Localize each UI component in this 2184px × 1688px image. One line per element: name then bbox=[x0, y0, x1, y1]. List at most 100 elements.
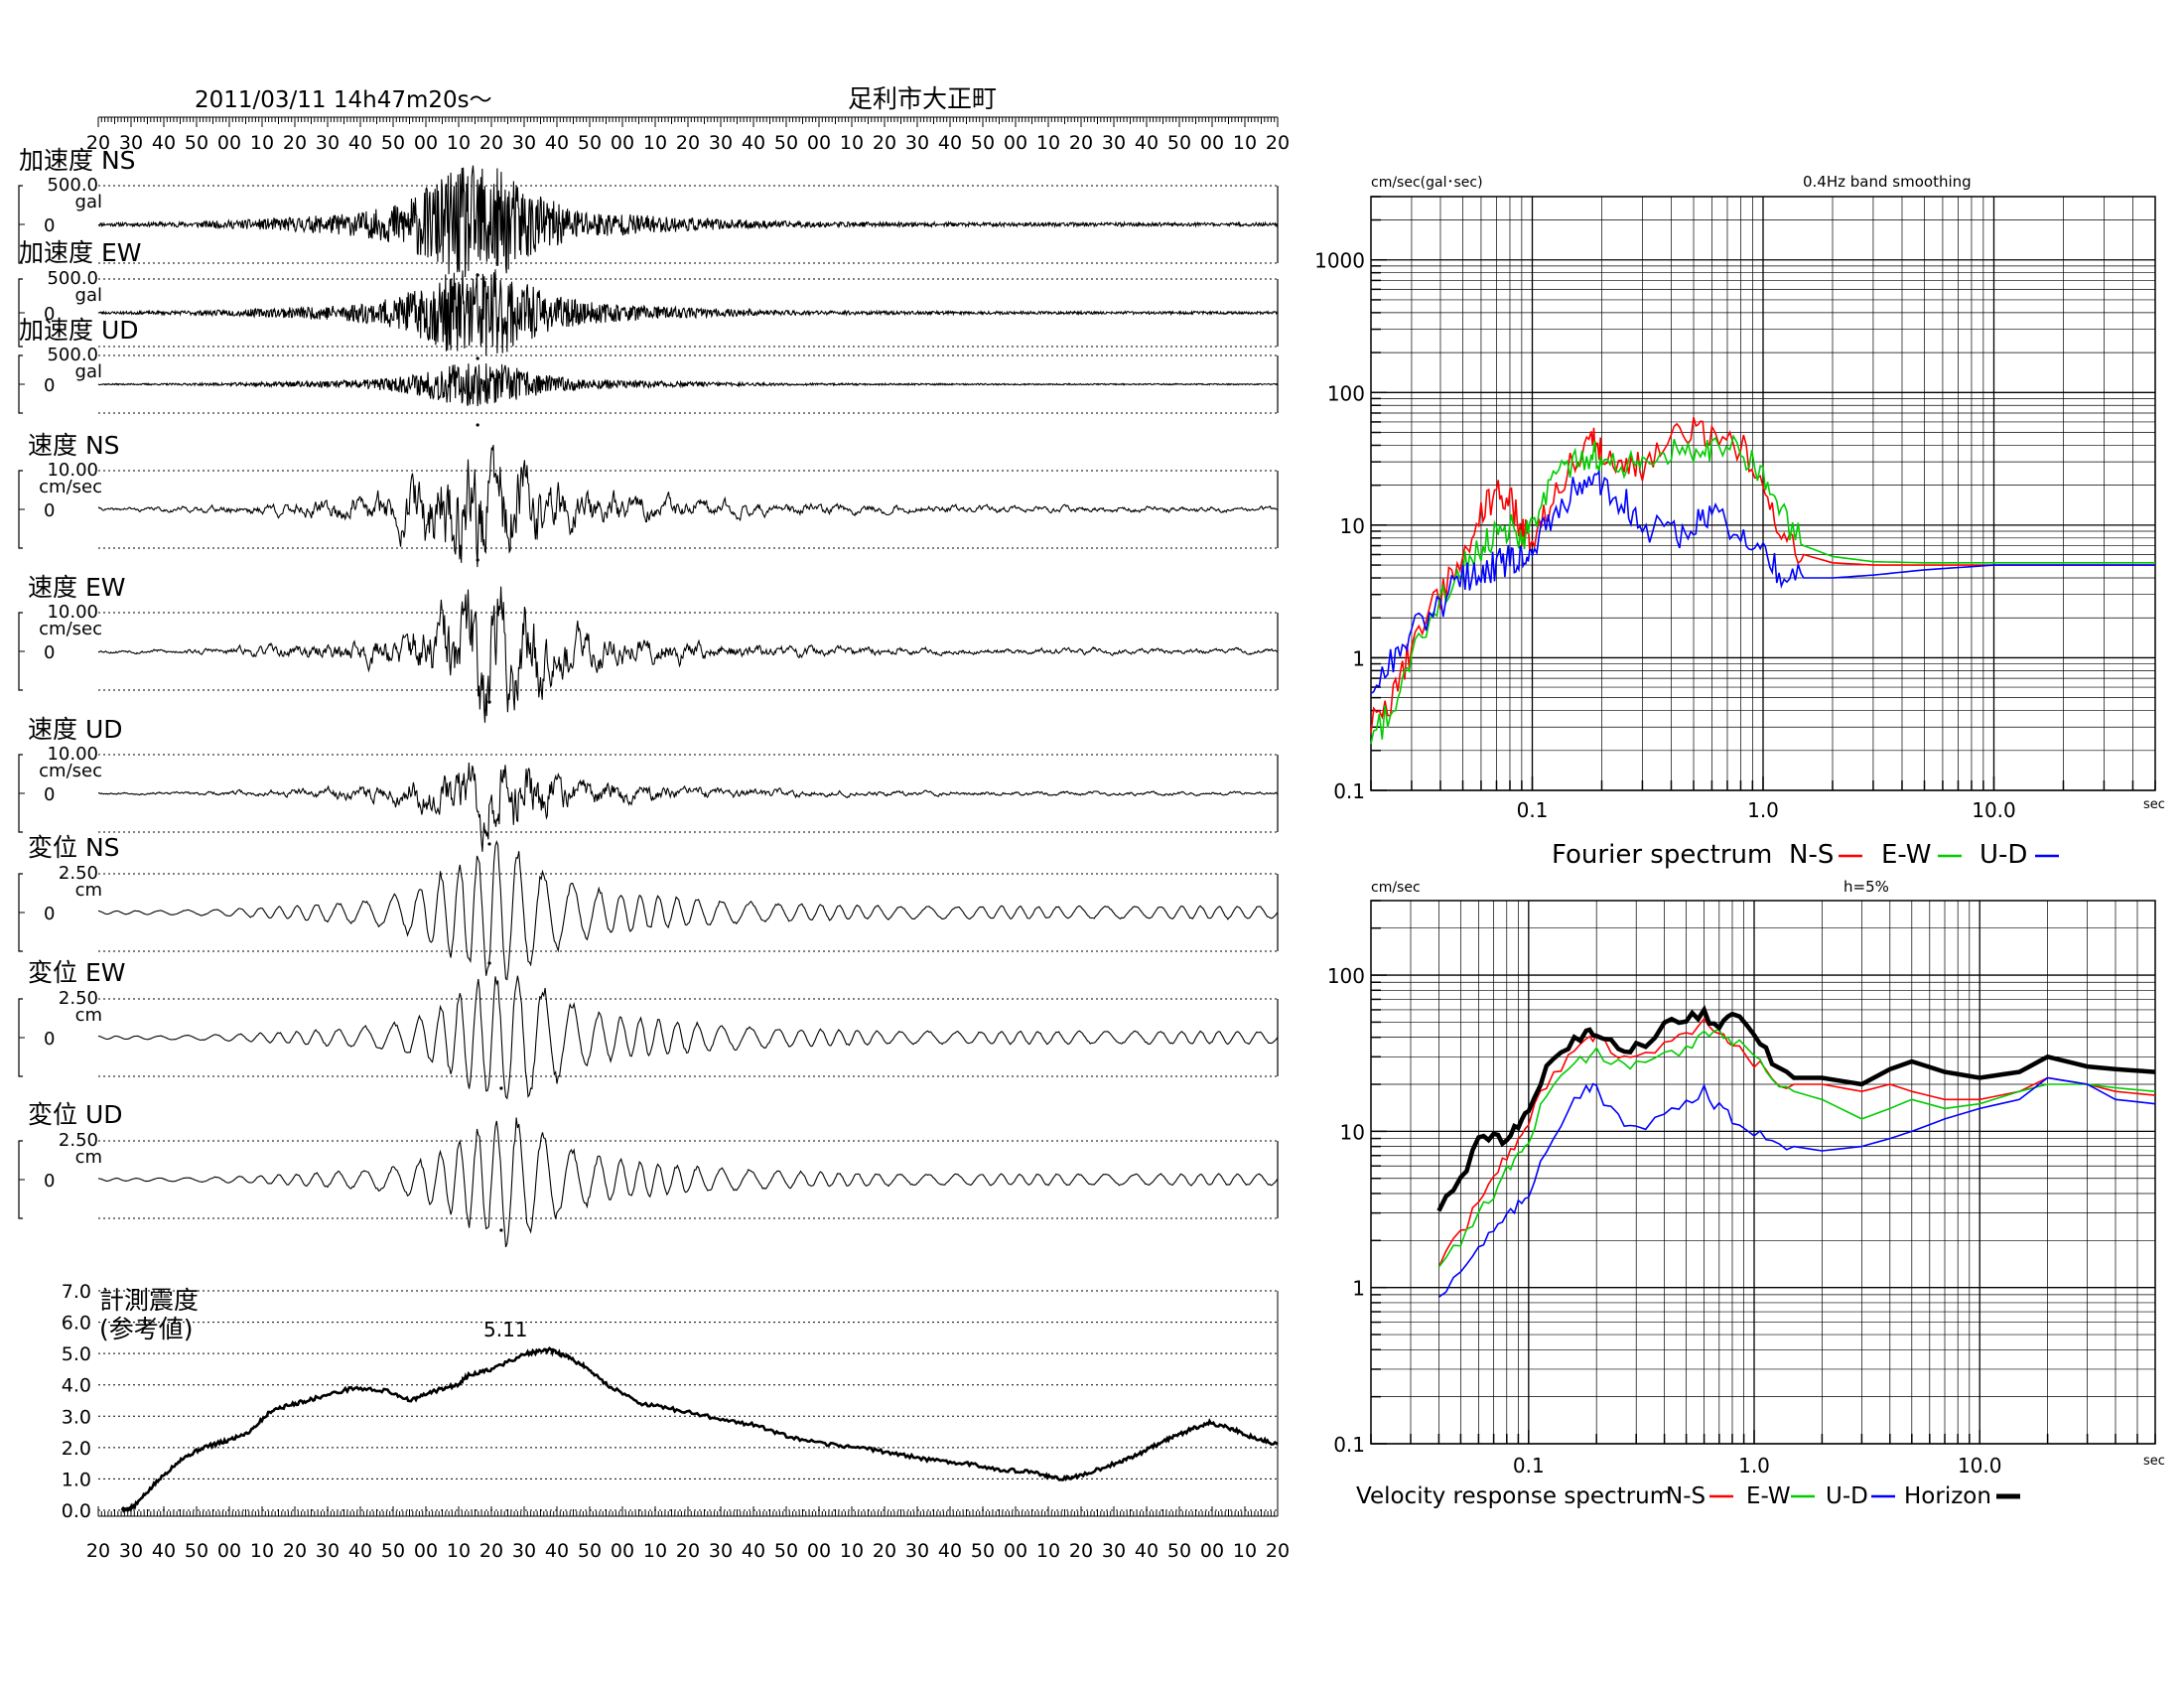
trace-zero-label: 0 bbox=[44, 375, 55, 396]
trace-peak-marker bbox=[487, 961, 491, 965]
time-tick-label: 10 bbox=[643, 132, 667, 154]
series-e-w-line bbox=[1437, 1028, 2156, 1268]
trace-peak-marker bbox=[499, 1228, 503, 1232]
time-tick-label: 30 bbox=[119, 132, 143, 154]
trace-waveform bbox=[97, 269, 1279, 356]
plot-frame bbox=[1370, 196, 2156, 791]
time-tick-label: 40 bbox=[1135, 1540, 1159, 1562]
time-tick-label: 20 bbox=[283, 1540, 307, 1562]
trace-name: 速度 NS bbox=[28, 431, 120, 460]
fourier-caption: Fourier spectrum bbox=[1552, 840, 1772, 870]
time-tick-label: 00 bbox=[807, 1540, 831, 1562]
station-label: 足利市大正町 bbox=[848, 84, 997, 113]
trace-peak-marker bbox=[487, 700, 491, 704]
trace-peak-marker bbox=[476, 423, 479, 427]
response-caption: Velocity response spectrum bbox=[1356, 1483, 1672, 1509]
trace-scale: 10.00 bbox=[47, 602, 98, 623]
time-tick-label: 30 bbox=[905, 132, 929, 154]
trace-waveform bbox=[97, 762, 1279, 852]
trace-waveform bbox=[97, 975, 1279, 1100]
time-tick-label: 20 bbox=[1069, 1540, 1093, 1562]
time-tick-label: 40 bbox=[938, 1540, 962, 1562]
time-tick-label: 10 bbox=[1036, 132, 1060, 154]
intensity-tick-label: 6.0 bbox=[62, 1313, 91, 1335]
legend-label: N-S bbox=[1666, 1483, 1706, 1509]
series-n-s-line bbox=[1370, 416, 2155, 734]
time-tick-label: 30 bbox=[316, 132, 340, 154]
intensity-panel: 計測震度 (参考値) 5.11 7.0 6.0 5.0 4.0 3.0 2.0 1.0 0.0 bbox=[62, 1281, 1279, 1522]
plot-frame bbox=[1370, 900, 2156, 1445]
trace-unit: cm bbox=[75, 880, 102, 901]
y-tick-label: 10 bbox=[1340, 514, 1365, 538]
time-tick-label: 10 bbox=[1233, 1540, 1257, 1562]
x-tick-label: 1.0 bbox=[1747, 798, 1779, 822]
intensity-tick-label: 0.0 bbox=[62, 1500, 91, 1522]
time-tick-label: 20 bbox=[676, 1540, 700, 1562]
trace-name: 変位 UD bbox=[28, 1100, 123, 1129]
y-tick-label: 100 bbox=[1327, 381, 1365, 405]
time-tick-label: 00 bbox=[611, 1540, 634, 1562]
time-tick-label: 20 bbox=[86, 132, 110, 154]
time-tick-label: 30 bbox=[709, 132, 733, 154]
trace-waveform bbox=[97, 444, 1279, 568]
time-tick-label: 10 bbox=[447, 1540, 471, 1562]
trace-zero-label: 0 bbox=[44, 642, 55, 663]
time-tick-label: 40 bbox=[742, 132, 765, 154]
trace-waveform bbox=[97, 586, 1279, 723]
fourier-xlabel: sec bbox=[2143, 797, 2165, 812]
trace-unit: gal bbox=[75, 361, 102, 382]
time-tick-label: 40 bbox=[348, 132, 372, 154]
intensity-tick-label: 2.0 bbox=[62, 1438, 91, 1460]
time-tick-label: 50 bbox=[185, 132, 208, 154]
time-tick-label: 10 bbox=[643, 1540, 667, 1562]
time-tick-label: 20 bbox=[1266, 132, 1290, 154]
x-tick-label: 0.1 bbox=[1517, 798, 1549, 822]
time-tick-label: 30 bbox=[1102, 1540, 1126, 1562]
trace-waveform bbox=[97, 362, 1279, 407]
trace-unit: cm/sec bbox=[39, 619, 102, 639]
time-tick-label: 50 bbox=[578, 1540, 602, 1562]
y-tick-label: 0.1 bbox=[1333, 1433, 1365, 1457]
time-tick-label: 00 bbox=[217, 1540, 241, 1562]
time-tick-label: 40 bbox=[348, 1540, 372, 1562]
time-tick-label: 50 bbox=[1167, 1540, 1191, 1562]
time-tick-label: 10 bbox=[840, 132, 864, 154]
trace-zero-label: 0 bbox=[44, 500, 55, 521]
time-tick-label: 00 bbox=[1200, 132, 1224, 154]
time-tick-label: 40 bbox=[742, 1540, 765, 1562]
time-tick-label: 20 bbox=[676, 132, 700, 154]
time-tick-label: 50 bbox=[185, 1540, 208, 1562]
trace-scale: 2.50 bbox=[59, 863, 98, 884]
trace-waveform bbox=[97, 1117, 1279, 1248]
time-tick-label: 20 bbox=[873, 1540, 896, 1562]
time-tick-label: 20 bbox=[1266, 1540, 1290, 1562]
time-tick-label: 00 bbox=[1004, 132, 1027, 154]
time-tick-label: 50 bbox=[774, 132, 798, 154]
time-tick-label: 40 bbox=[152, 1540, 176, 1562]
intensity-peak-label: 5.11 bbox=[483, 1318, 528, 1341]
legend-label: U-D bbox=[1826, 1483, 1868, 1509]
x-tick-label: 0.1 bbox=[1513, 1454, 1545, 1477]
y-tick-label: 1 bbox=[1352, 1277, 1365, 1301]
time-tick-label: 00 bbox=[611, 132, 634, 154]
fourier-title: 0.4Hz band smoothing bbox=[1803, 173, 1972, 191]
intensity-tick-label: 3.0 bbox=[62, 1406, 91, 1428]
time-tick-label: 10 bbox=[250, 132, 274, 154]
time-tick-label: 40 bbox=[938, 132, 962, 154]
series-e-w-line bbox=[1370, 434, 2155, 745]
bottom-time-axis: 20 30 40 50 00 10 20 30 40 50 00 10 20 30 40 50 00 10 20 30… bbox=[86, 1506, 1290, 1562]
response-ylabel: cm/sec bbox=[1371, 880, 1421, 896]
time-tick-label: 50 bbox=[381, 132, 405, 154]
time-tick-label: 10 bbox=[250, 1540, 274, 1562]
legend-label: E-W bbox=[1881, 840, 1931, 870]
fourier-spectrum-chart: cm/sec(gal･sec) 0.4Hz band smoothing sec… bbox=[1314, 173, 2165, 870]
response-title: h=5% bbox=[1843, 878, 1889, 896]
time-tick-label: 50 bbox=[578, 132, 602, 154]
